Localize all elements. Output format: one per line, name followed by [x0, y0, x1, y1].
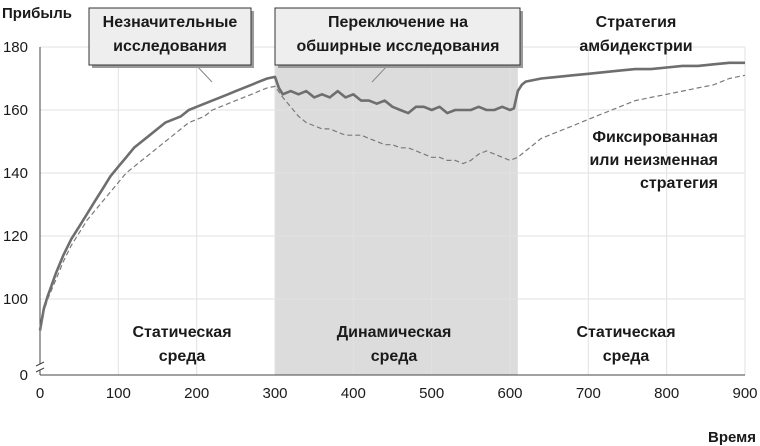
y-tick-label: 180 [3, 39, 28, 56]
x-tick-label: 400 [341, 385, 366, 402]
annotation-text-line: среда [159, 348, 206, 365]
x-tick-label: 200 [184, 385, 209, 402]
y-break-slash [35, 367, 45, 373]
annotation-static1: Статическая среда [132, 324, 231, 365]
annotation-text-line: или неизменная [589, 152, 718, 169]
y-break-slash [35, 361, 45, 367]
y-axis-title: Прибыль [2, 5, 72, 22]
annotation-text-line: амбидекстрии [579, 38, 692, 55]
y-tick-label: 100 [3, 291, 28, 308]
annotation-switch: Переключение на обширные исследования [274, 7, 523, 68]
y-axis-break-mark [35, 361, 45, 373]
annotation-text-line: Переключение на [328, 14, 468, 31]
series-line-ambidexterity [38, 61, 745, 331]
annotation-text-line: Статическая [132, 324, 231, 341]
x-tick-label: 800 [654, 385, 679, 402]
annotation-fixed: Фиксированная или неизменная стратегия [589, 129, 718, 192]
annotation-text-line: Динамическая [337, 324, 452, 341]
y-axis [35, 47, 45, 375]
y-tick-label: 120 [3, 228, 28, 245]
x-tick-label: 500 [419, 385, 444, 402]
annotation-text-line: Незначительные [103, 14, 238, 31]
annotation-text-line: исследования [113, 38, 227, 55]
x-tick-labels: 0 100 200 300 400 500 600 700 800 900 [36, 385, 758, 402]
annotation-static2: Статическая среда [576, 324, 675, 365]
series-line-fixed [39, 74, 746, 331]
y-break-zero-label: 0 [20, 367, 28, 384]
annotation-text-line: стратегия [640, 175, 718, 192]
annotation-box [274, 7, 521, 66]
annotations: Незначительные исследования Переключение н… [88, 7, 718, 365]
x-tick-label: 0 [36, 385, 44, 402]
annotation-minor: Незначительные исследования [88, 7, 254, 68]
series-lines [38, 61, 746, 331]
annotation-text-line: Стратегия [596, 14, 677, 31]
x-tick-label: 900 [732, 385, 757, 402]
annotation-dynamic: Динамическая среда [337, 324, 452, 365]
annotation-ambi: Стратегия амбидекстрии [579, 14, 692, 55]
annotation-text-line: среда [371, 348, 418, 365]
annotation-text-line: Фиксированная [592, 129, 718, 146]
annotation-text-line: среда [603, 348, 650, 365]
shaded-region [275, 45, 518, 375]
x-axis-title: Время [708, 429, 756, 446]
annotation-box [88, 7, 252, 66]
y-tick-label: 160 [3, 102, 28, 119]
gridlines [40, 46, 746, 375]
annotation-text-line: Статическая [576, 324, 675, 341]
x-tick-label: 300 [262, 385, 287, 402]
x-tick-label: 700 [576, 385, 601, 402]
x-tick-label: 100 [106, 385, 131, 402]
x-tick-label: 600 [497, 385, 522, 402]
y-tick-label: 140 [3, 165, 28, 182]
y-tick-labels: 100 120 140 160 180 [3, 39, 28, 308]
annotation-text-line: обширные исследования [296, 38, 499, 55]
